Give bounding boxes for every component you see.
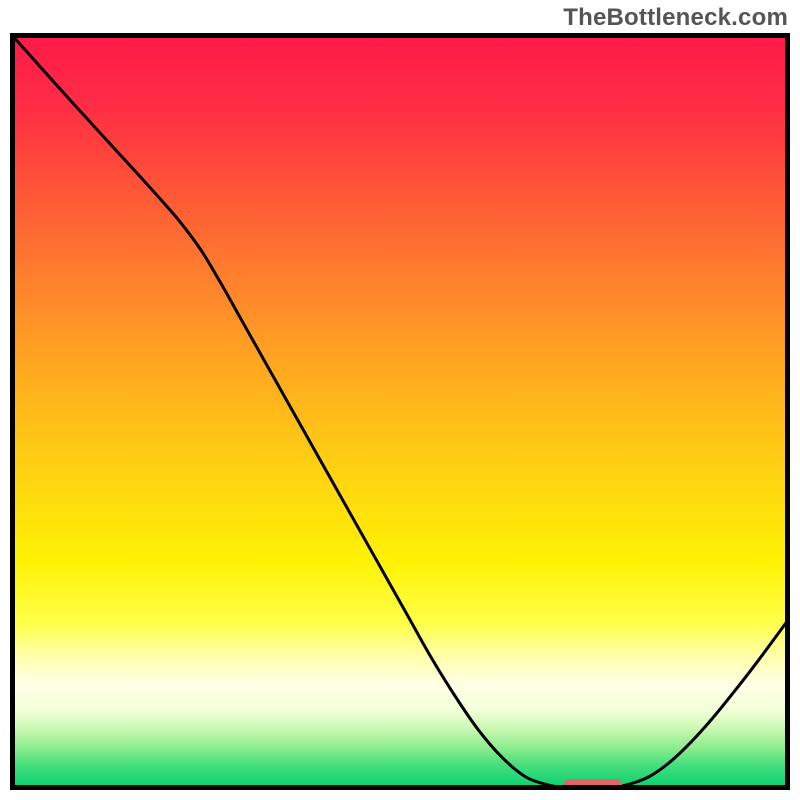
watermark-text: TheBottleneck.com [563, 4, 788, 32]
chart-container: TheBottleneck.com [0, 0, 800, 800]
chart-background [10, 33, 790, 790]
bottleneck-chart [0, 0, 800, 800]
